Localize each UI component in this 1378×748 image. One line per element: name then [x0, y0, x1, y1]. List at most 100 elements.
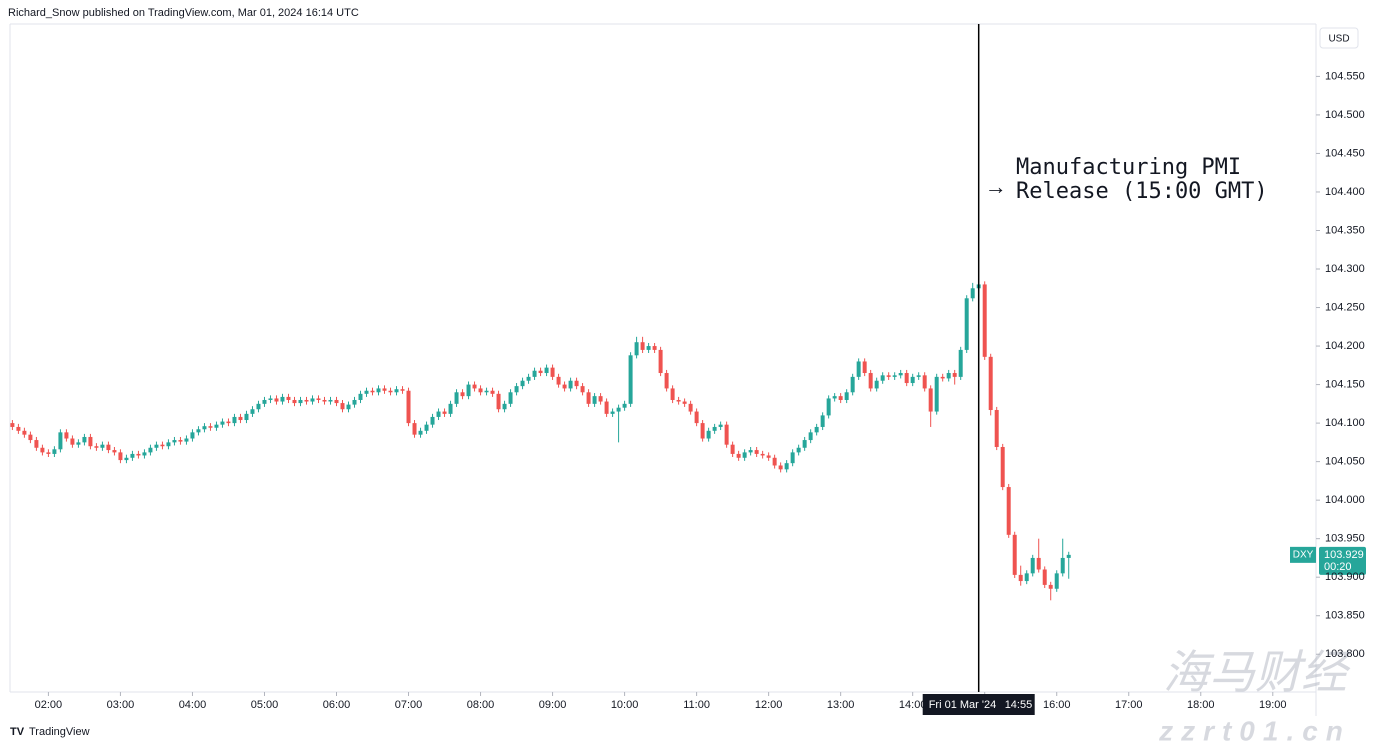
candle-body	[304, 399, 309, 402]
candle-body	[652, 346, 657, 350]
candle-body	[184, 438, 189, 442]
symbol-box	[1290, 546, 1316, 563]
watermark: zzrt01.cn	[1158, 715, 1351, 746]
candle-body	[844, 392, 849, 400]
candle-body	[292, 399, 297, 404]
x-tick-label: 07:00	[395, 699, 423, 711]
candle-body	[514, 386, 519, 393]
x-tick-label: 06:00	[323, 699, 351, 711]
logo-mark: TV	[10, 726, 25, 738]
y-tick-label: 104.500	[1325, 109, 1365, 121]
x-tick-label: 02:00	[35, 699, 63, 711]
candle-body	[16, 426, 21, 431]
candle-body	[262, 399, 267, 404]
candle-body	[772, 457, 777, 466]
candle-body	[1018, 574, 1023, 582]
candle-body	[64, 432, 69, 439]
candle-body	[280, 396, 285, 402]
candle-body	[460, 392, 465, 397]
candle-body	[682, 401, 687, 404]
candle-body	[544, 367, 549, 374]
candle-body	[94, 446, 99, 448]
candle-body	[784, 463, 789, 470]
x-tick-label: 17:00	[1115, 699, 1143, 711]
candle-body	[484, 390, 489, 393]
candle-body	[358, 393, 363, 400]
candle-body	[520, 380, 525, 387]
candle-body	[880, 375, 885, 381]
candle-body	[52, 449, 57, 454]
candle-body	[1066, 554, 1071, 558]
annotation: Manufacturing PMI	[1016, 155, 1241, 180]
candle-body	[82, 436, 87, 443]
candle-body	[28, 434, 33, 441]
candle-body	[58, 432, 63, 450]
candle-body	[562, 384, 567, 389]
candle-body	[112, 450, 117, 453]
candle-body	[190, 432, 195, 439]
x-tick-label: 19:00	[1259, 699, 1287, 711]
candle-body	[136, 453, 141, 456]
y-tick-label: 104.250	[1325, 301, 1365, 313]
footer: TradingView	[29, 726, 90, 738]
candle-body	[430, 416, 435, 425]
candle-body	[628, 355, 633, 404]
x-tick-label: 12:00	[755, 699, 783, 711]
header: Richard_Snow published on TradingView.co…	[8, 7, 359, 19]
candle-body	[634, 342, 639, 356]
candle-body	[1000, 446, 1005, 488]
candle-body	[706, 430, 711, 439]
candle-body	[856, 361, 861, 377]
candle-body	[250, 409, 255, 414]
candle-body	[550, 367, 555, 377]
candle-body	[718, 424, 723, 427]
candle-body	[556, 376, 561, 385]
candle-body	[700, 423, 705, 439]
candle-body	[850, 376, 855, 393]
candle-body	[736, 453, 741, 458]
candle-body	[838, 396, 843, 400]
candle-body	[1030, 557, 1035, 574]
candle-body	[568, 380, 573, 389]
candle-body	[220, 421, 225, 425]
candle-body	[406, 390, 411, 424]
candle-body	[742, 452, 747, 458]
candle-body	[958, 349, 963, 377]
x-tick-label: 05:00	[251, 699, 279, 711]
x-tick-label: 03:00	[107, 699, 135, 711]
candle-body	[142, 452, 147, 456]
candle-body	[508, 392, 513, 404]
y-tick-label: 104.400	[1325, 186, 1365, 198]
y-tick-label: 104.100	[1325, 417, 1365, 429]
candle-body	[886, 375, 891, 377]
candle-body	[820, 415, 825, 427]
candle-body	[388, 390, 393, 393]
candle-body	[130, 453, 135, 458]
candle-body	[382, 388, 387, 391]
candle-body	[88, 436, 93, 447]
candle-body	[670, 388, 675, 400]
candle-body	[172, 440, 177, 443]
candle-body	[376, 388, 381, 393]
candle-body	[46, 452, 51, 454]
candle-body	[904, 373, 909, 384]
candle-body	[892, 375, 897, 377]
x-tick-label: 09:00	[539, 699, 567, 711]
candle-body	[286, 396, 291, 400]
candle-body	[538, 370, 543, 374]
y-tick-label: 103.900	[1325, 571, 1365, 583]
candle-body	[574, 380, 579, 387]
currency-box[interactable]	[1319, 27, 1359, 49]
y-tick-label: 104.050	[1325, 456, 1365, 468]
candle-body	[952, 373, 957, 377]
candle-body	[40, 447, 45, 453]
candle-body	[202, 426, 207, 430]
candle-body	[472, 384, 477, 389]
candle-body	[934, 376, 939, 412]
x-tick-label: 14:00	[899, 699, 927, 711]
candle-body	[664, 373, 669, 389]
candle-body	[994, 410, 999, 447]
